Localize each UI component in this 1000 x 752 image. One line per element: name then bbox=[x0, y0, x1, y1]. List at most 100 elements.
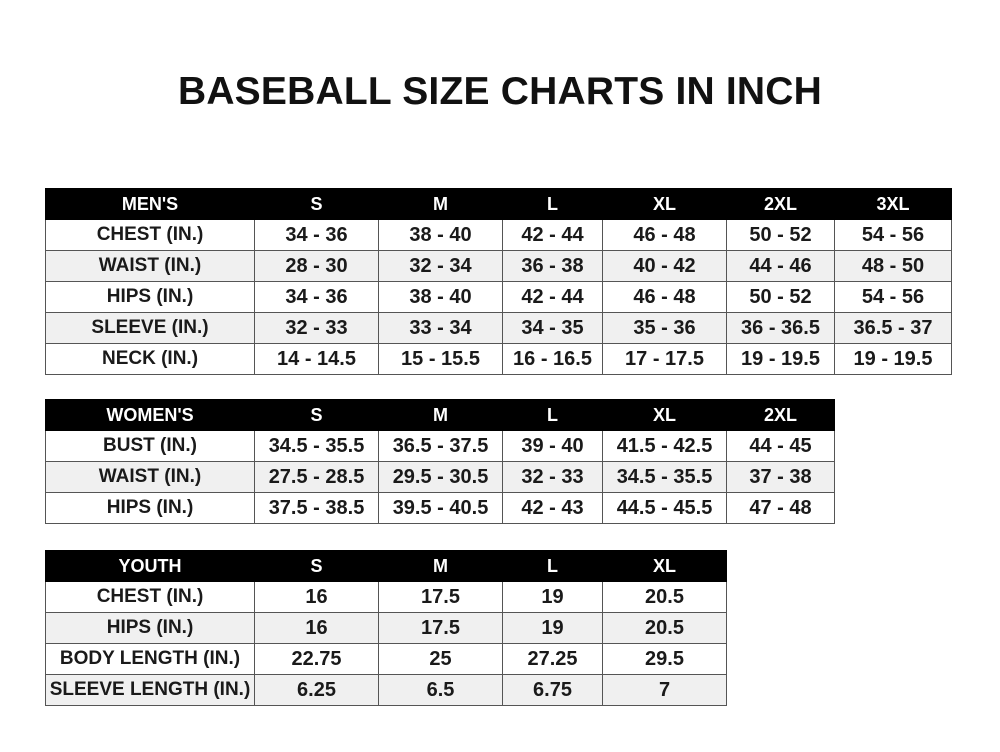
size-value: 27.5 - 28.5 bbox=[254, 461, 379, 493]
size-value: 34.5 - 35.5 bbox=[254, 430, 379, 462]
size-value: 48 - 50 bbox=[834, 250, 952, 282]
size-value: 46 - 48 bbox=[602, 219, 727, 251]
size-value: 38 - 40 bbox=[378, 219, 503, 251]
size-header: 2XL bbox=[726, 188, 835, 220]
size-value: 22.75 bbox=[254, 643, 379, 675]
category-header: YOUTH bbox=[45, 550, 255, 582]
page-title: BASEBALL SIZE CHARTS IN INCH bbox=[177, 70, 823, 113]
table-row: BODY LENGTH (IN.) 22.75 25 27.25 29.5 bbox=[45, 643, 727, 675]
size-header: XL bbox=[602, 399, 727, 431]
table-row: SLEEVE (IN.) 32 - 33 33 - 34 34 - 35 35 - 36… bbox=[45, 312, 952, 344]
size-value: 16 bbox=[254, 581, 379, 613]
measurement-label: NECK (IN.) bbox=[45, 343, 255, 375]
size-value: 40 - 42 bbox=[602, 250, 727, 282]
size-value: 36 - 38 bbox=[502, 250, 603, 282]
size-value: 27.25 bbox=[502, 643, 603, 675]
size-value: 20.5 bbox=[602, 581, 727, 613]
header-row: WOMEN'S S M L XL 2XL bbox=[45, 399, 835, 431]
size-value: 34 - 36 bbox=[254, 281, 379, 313]
size-value: 16 - 16.5 bbox=[502, 343, 603, 375]
measurement-label: HIPS (IN.) bbox=[45, 612, 255, 644]
measurement-label: SLEEVE (IN.) bbox=[45, 312, 255, 344]
size-value: 20.5 bbox=[602, 612, 727, 644]
size-value: 7 bbox=[602, 674, 727, 706]
measurement-label: HIPS (IN.) bbox=[45, 492, 255, 524]
size-value: 50 - 52 bbox=[726, 219, 835, 251]
table-row: SLEEVE LENGTH (IN.) 6.25 6.5 6.75 7 bbox=[45, 674, 727, 706]
size-value: 44.5 - 45.5 bbox=[602, 492, 727, 524]
measurement-label: SLEEVE LENGTH (IN.) bbox=[45, 674, 255, 706]
size-header: S bbox=[254, 399, 379, 431]
size-value: 36.5 - 37 bbox=[834, 312, 952, 344]
size-header: S bbox=[254, 550, 379, 582]
size-value: 32 - 34 bbox=[378, 250, 503, 282]
size-value: 29.5 - 30.5 bbox=[378, 461, 503, 493]
size-value: 16 bbox=[254, 612, 379, 644]
table-row: NECK (IN.) 14 - 14.5 15 - 15.5 16 - 16.5 17 … bbox=[45, 343, 952, 375]
size-value: 14 - 14.5 bbox=[254, 343, 379, 375]
size-header: M bbox=[378, 399, 503, 431]
size-value: 35 - 36 bbox=[602, 312, 727, 344]
measurement-label: WAIST (IN.) bbox=[45, 461, 255, 493]
size-value: 42 - 44 bbox=[502, 281, 603, 313]
size-value: 50 - 52 bbox=[726, 281, 835, 313]
size-value: 33 - 34 bbox=[378, 312, 503, 344]
size-value: 34.5 - 35.5 bbox=[602, 461, 727, 493]
size-header: L bbox=[502, 399, 603, 431]
table-row: BUST (IN.) 34.5 - 35.5 36.5 - 37.5 39 - 40 4… bbox=[45, 430, 835, 462]
size-header: L bbox=[502, 188, 603, 220]
measurement-label: HIPS (IN.) bbox=[45, 281, 255, 313]
size-header: M bbox=[378, 550, 503, 582]
size-value: 37 - 38 bbox=[726, 461, 835, 493]
size-value: 36.5 - 37.5 bbox=[378, 430, 503, 462]
size-value: 47 - 48 bbox=[726, 492, 835, 524]
size-value: 42 - 43 bbox=[502, 492, 603, 524]
table-row: HIPS (IN.) 34 - 36 38 - 40 42 - 44 46 - 48 50… bbox=[45, 281, 952, 313]
measurement-label: BUST (IN.) bbox=[45, 430, 255, 462]
size-value: 34 - 35 bbox=[502, 312, 603, 344]
size-value: 46 - 48 bbox=[602, 281, 727, 313]
size-value: 54 - 56 bbox=[834, 219, 952, 251]
size-value: 39.5 - 40.5 bbox=[378, 492, 503, 524]
size-header: 2XL bbox=[726, 399, 835, 431]
size-value: 17.5 bbox=[378, 581, 503, 613]
size-header: L bbox=[502, 550, 603, 582]
size-value: 38 - 40 bbox=[378, 281, 503, 313]
size-value: 39 - 40 bbox=[502, 430, 603, 462]
category-header: MEN'S bbox=[45, 188, 255, 220]
size-value: 44 - 46 bbox=[726, 250, 835, 282]
category-header: WOMEN'S bbox=[45, 399, 255, 431]
size-value: 19 - 19.5 bbox=[726, 343, 835, 375]
youth-size-table: YOUTH S M L XL CHEST (IN.) 16 17.5 19 20.5 HIPS (I… bbox=[45, 550, 727, 706]
measurement-label: CHEST (IN.) bbox=[45, 581, 255, 613]
size-value: 19 bbox=[502, 581, 603, 613]
size-value: 32 - 33 bbox=[254, 312, 379, 344]
size-header: 3XL bbox=[834, 188, 952, 220]
womens-size-table: WOMEN'S S M L XL 2XL BUST (IN.) 34.5 - 35.5 36.5… bbox=[45, 399, 835, 524]
size-value: 17 - 17.5 bbox=[602, 343, 727, 375]
size-value: 32 - 33 bbox=[502, 461, 603, 493]
size-value: 42 - 44 bbox=[502, 219, 603, 251]
measurement-label: WAIST (IN.) bbox=[45, 250, 255, 282]
header-row: YOUTH S M L XL bbox=[45, 550, 727, 582]
size-value: 6.25 bbox=[254, 674, 379, 706]
size-header: S bbox=[254, 188, 379, 220]
table-row: CHEST (IN.) 16 17.5 19 20.5 bbox=[45, 581, 727, 613]
size-value: 29.5 bbox=[602, 643, 727, 675]
header-row: MEN'S S M L XL 2XL 3XL bbox=[45, 188, 952, 220]
size-value: 54 - 56 bbox=[834, 281, 952, 313]
size-value: 34 - 36 bbox=[254, 219, 379, 251]
size-value: 28 - 30 bbox=[254, 250, 379, 282]
mens-size-table: MEN'S S M L XL 2XL 3XL CHEST (IN.) 34 - 36 38 - 4… bbox=[45, 188, 952, 375]
size-header: M bbox=[378, 188, 503, 220]
size-value: 6.5 bbox=[378, 674, 503, 706]
table-row: HIPS (IN.) 37.5 - 38.5 39.5 - 40.5 42 - 43 4… bbox=[45, 492, 835, 524]
table-row: WAIST (IN.) 27.5 - 28.5 29.5 - 30.5 32 - 33… bbox=[45, 461, 835, 493]
table-row: WAIST (IN.) 28 - 30 32 - 34 36 - 38 40 - 42 4… bbox=[45, 250, 952, 282]
size-header: XL bbox=[602, 550, 727, 582]
measurement-label: BODY LENGTH (IN.) bbox=[45, 643, 255, 675]
size-value: 6.75 bbox=[502, 674, 603, 706]
size-value: 19 - 19.5 bbox=[834, 343, 952, 375]
size-value: 17.5 bbox=[378, 612, 503, 644]
size-header: XL bbox=[602, 188, 727, 220]
